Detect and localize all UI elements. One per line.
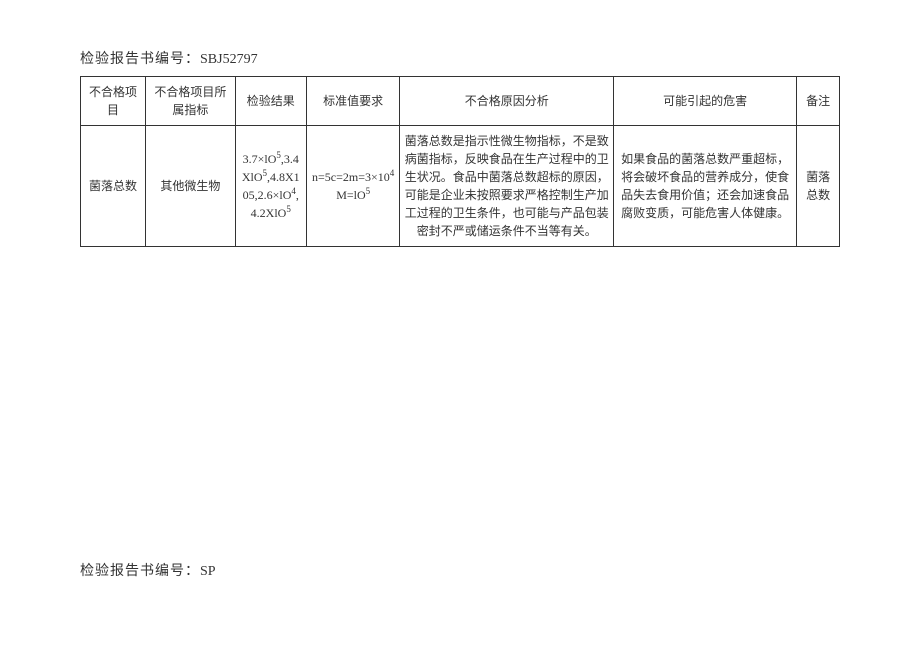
cell-harm: 如果食品的菌落总数严重超标，将会破坏食品的营养成分，使食品失去食用价值；还会加速… [614,126,797,247]
cell-cause: 菌落总数是指示性微生物指标，不是致病菌指标，反映食品在生产过程中的卫生状况。食品… [400,126,614,247]
report-number-prefix: 检验报告书编号： [80,564,200,579]
col-header-cause: 不合格原因分析 [400,77,614,126]
table-header-row: 不合格项目 不合格项目所属指标 检验结果 标准值要求 不合格原因分析 可能引起的… [81,77,840,126]
table-row: 菌落总数 其他微生物 3.7×lO5,3.4XlO5,4.8X105,2.6×l… [81,126,840,247]
col-header-category: 不合格项目所属指标 [146,77,236,126]
cell-note: 菌落总数 [797,126,840,247]
cell-item: 菌落总数 [81,126,146,247]
col-header-note: 备注 [797,77,840,126]
inspection-table: 不合格项目 不合格项目所属指标 检验结果 标准值要求 不合格原因分析 可能引起的… [80,76,840,247]
cell-result: 3.7×lO5,3.4XlO5,4.8X105,2.6×lO4,4.2XlO5 [235,126,306,247]
page: 检验报告书编号：SBJ52797 不合格项目 不合格项目所属指标 检验结果 标准… [0,0,920,247]
col-header-item: 不合格项目 [81,77,146,126]
report-number-heading-top: 检验报告书编号：SBJ52797 [80,48,840,68]
col-header-harm: 可能引起的危害 [614,77,797,126]
report-number-heading-bottom: 检验报告书编号：SP [80,560,216,580]
report-number: SBJ52797 [200,52,258,67]
cell-standard: n=5c=2m=3×104M=lO5 [306,126,400,247]
report-number-prefix: 检验报告书编号： [80,52,200,67]
cell-category: 其他微生物 [146,126,236,247]
col-header-standard: 标准值要求 [306,77,400,126]
report-number: SP [200,564,216,579]
col-header-result: 检验结果 [235,77,306,126]
